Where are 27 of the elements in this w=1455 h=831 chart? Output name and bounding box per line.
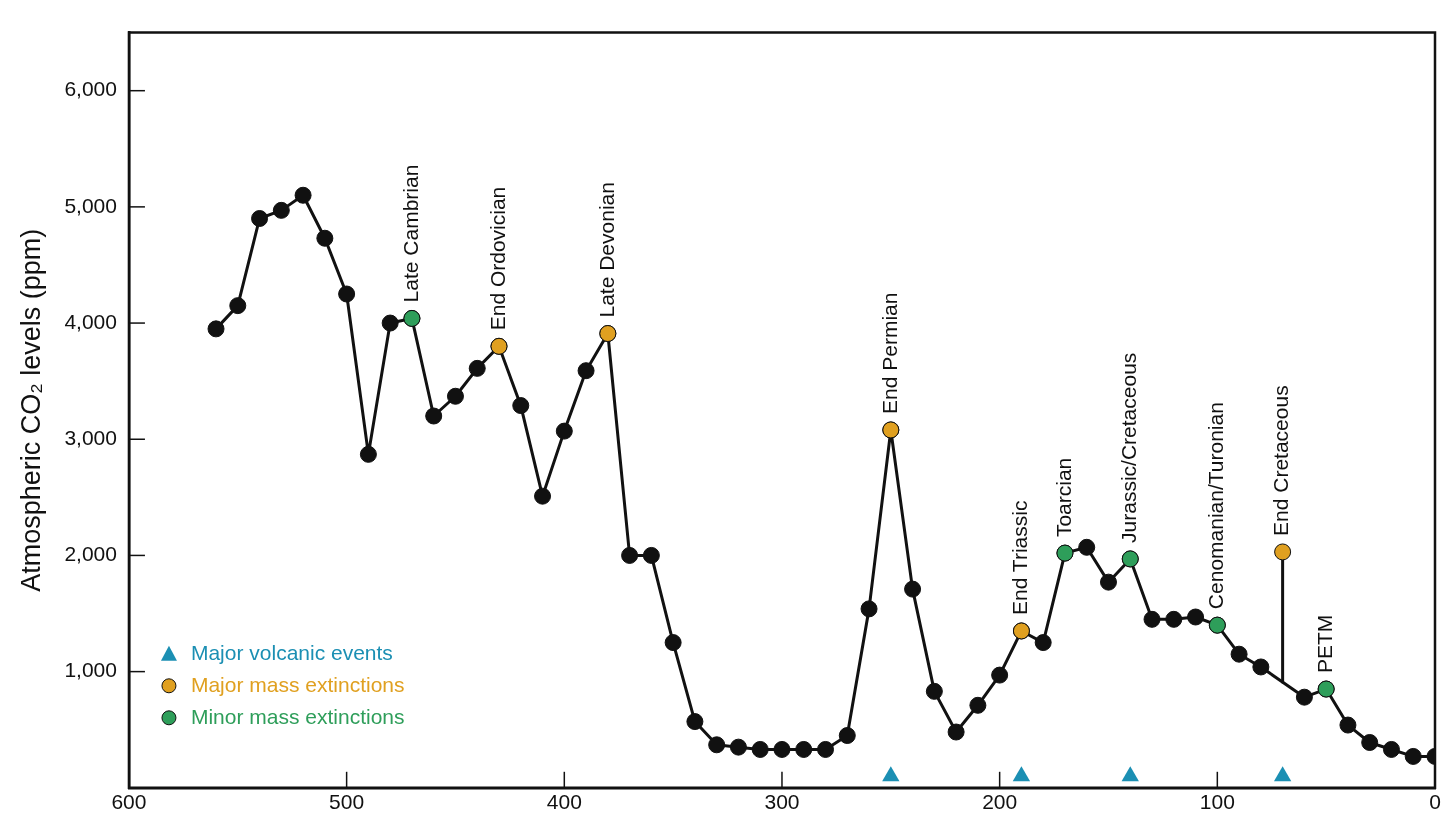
x-tick-label: 300 [764, 790, 800, 814]
legend-label: Minor mass extinctions [190, 704, 405, 728]
annotation: Late Devonian [594, 182, 618, 318]
legend-label: Major volcanic events [190, 640, 393, 664]
annotation: PETM [1312, 614, 1336, 674]
y-tick-label: 1,000 [64, 658, 117, 682]
x-tick-label: 0 [1429, 790, 1441, 814]
x-tick-label: 100 [1199, 790, 1235, 814]
y-axis-title: Atmospheric CO₂ levels (ppm) [15, 228, 46, 592]
x-tick-label: 500 [329, 790, 365, 814]
x-tick-label: 400 [546, 790, 582, 814]
annotation: Late Cambrian [398, 164, 422, 303]
y-tick-label: 6,000 [64, 77, 117, 101]
annotation: End Permian [877, 292, 901, 414]
y-tick-label: 3,000 [64, 426, 117, 450]
y-tick-label: 4,000 [64, 309, 117, 333]
y-tick-label: 2,000 [64, 542, 117, 566]
annotation: End Cretaceous [1269, 385, 1293, 536]
legend-label: Major mass extinctions [190, 672, 405, 696]
annotation: Jurassic/Cretaceous [1117, 352, 1141, 543]
x-tick-label: 600 [111, 790, 147, 814]
annotation: Cenomanian/Turonian [1204, 402, 1228, 610]
annotation: Toarcian [1051, 457, 1075, 538]
x-tick-label: 200 [982, 790, 1018, 814]
annotation: End Triassic [1008, 500, 1032, 615]
annotation: End Ordovician [485, 186, 509, 331]
y-tick-label: 5,000 [64, 193, 117, 217]
